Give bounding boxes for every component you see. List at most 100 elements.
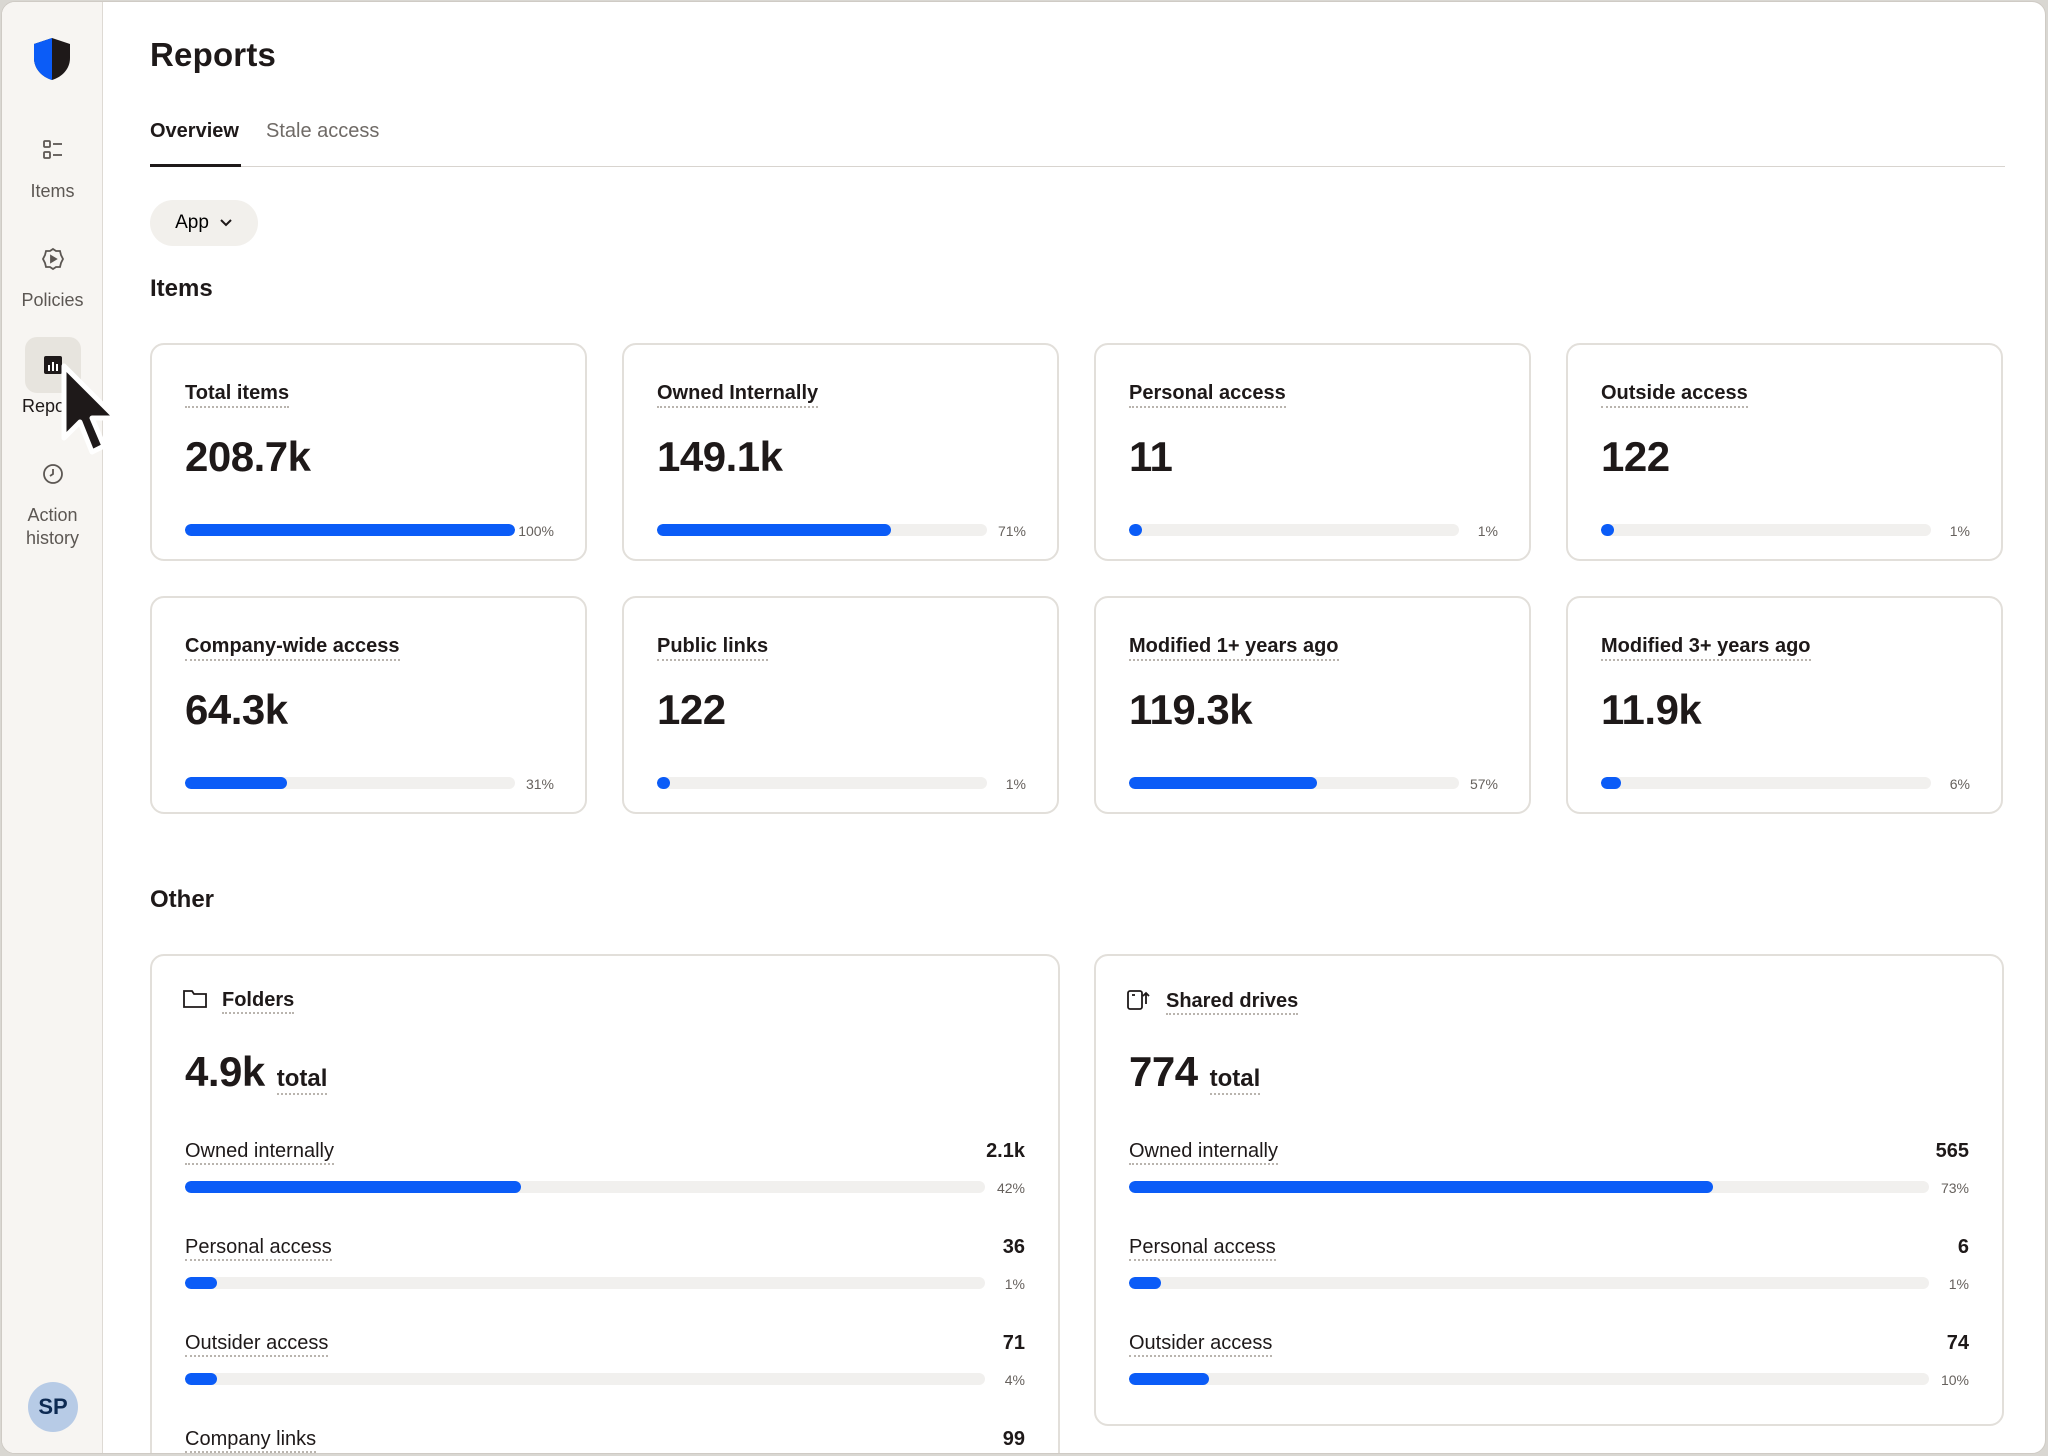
shared-drives-card: Shared drives 774 total Owned internally 565… (1094, 954, 2004, 1426)
card-title[interactable]: Folders (222, 989, 295, 1014)
stat-card-value: 64.3k (185, 686, 288, 733)
card-header: Shared drives (1126, 988, 1299, 1017)
progress-fill (657, 777, 671, 789)
metric-count: 71 (1002, 1332, 1025, 1354)
stat-card-percent: 57% (1469, 776, 1498, 792)
stat-card-value: 149.1k (657, 433, 783, 480)
stat-card[interactable]: Modified 1+ years ago 119.3k 57% (1094, 596, 1531, 814)
stat-card-percent: 31% (525, 776, 554, 792)
card-total: 4.9k total (185, 1048, 328, 1096)
metric-label: Outsider access (185, 1332, 329, 1357)
sidebar-item-label: Items (30, 181, 75, 201)
metric-percent: 42% (996, 1180, 1025, 1196)
metric-percent: 1% (1004, 1276, 1025, 1292)
sidebar-item-label: Action history (25, 505, 79, 548)
metric-label: Owned internally (185, 1140, 334, 1165)
stat-card[interactable]: Modified 3+ years ago 11.9k 6% (1566, 596, 2003, 814)
progress-fill (1129, 777, 1318, 789)
stat-card-progress-bar (1129, 524, 1459, 536)
stat-card-progress-bar (1601, 524, 1931, 536)
metric-count: 74 (1946, 1332, 1969, 1354)
section-title-items: Items (150, 275, 213, 302)
progress-fill (657, 524, 892, 536)
stat-card[interactable]: Public links 122 1% (622, 596, 1059, 814)
stat-card-percent: 1% (1477, 523, 1498, 539)
metric-row[interactable]: Outsider access 71 4% (185, 1332, 1025, 1392)
card-total-unit: total (276, 1065, 328, 1095)
tab-stale-access[interactable]: Stale access (266, 120, 380, 142)
metric-row[interactable]: Personal access 6 1% (1129, 1236, 1969, 1296)
metric-count: 565 (1935, 1140, 1969, 1162)
metric-row[interactable]: Company links 99 (185, 1428, 1025, 1453)
stat-card-progress-bar (185, 777, 515, 789)
metric-progress-bar (1129, 1181, 1929, 1193)
stat-card-title: Total items (185, 382, 290, 408)
sidebar: Items Policies Repo (2, 2, 103, 1453)
sidebar-item-action-history[interactable]: Action history (2, 446, 103, 550)
avatar[interactable]: SP (28, 1382, 78, 1432)
metric-row[interactable]: Owned internally 2.1k 42% (185, 1140, 1025, 1200)
stat-card-percent: 71% (997, 523, 1026, 539)
clock-icon (25, 446, 81, 502)
metric-label: Personal access (185, 1236, 332, 1261)
gear-shield-icon (25, 231, 81, 287)
metric-row[interactable]: Personal access 36 1% (185, 1236, 1025, 1296)
metric-label: Personal access (1129, 1236, 1276, 1261)
metric-count: 2.1k (986, 1140, 1025, 1162)
section-title-other: Other (150, 886, 215, 913)
stat-card[interactable]: Total items 208.7k 100% (150, 343, 587, 561)
card-total-value: 4.9k (185, 1048, 265, 1095)
stat-card-title: Personal access (1129, 382, 1286, 408)
folder-icon (182, 988, 208, 1015)
sidebar-item-items[interactable]: Items (2, 122, 103, 203)
bar-chart-icon (24, 337, 81, 393)
progress-fill (1129, 524, 1143, 536)
stat-card[interactable]: Owned Internally 149.1k 71% (622, 343, 1059, 561)
stat-card-value: 11 (1129, 433, 1173, 480)
metric-row[interactable]: Outsider access 74 10% (1129, 1332, 1969, 1392)
stat-card[interactable]: Outside access 122 1% (1566, 343, 2003, 561)
shield-logo-icon[interactable] (31, 36, 73, 82)
progress-fill (1129, 1373, 1209, 1385)
metric-progress-bar (185, 1373, 985, 1385)
metric-progress-bar (185, 1181, 985, 1193)
shared-drive-icon (1126, 988, 1152, 1017)
sidebar-item-label: Policies (21, 290, 84, 310)
stat-card-value: 122 (1601, 433, 1670, 480)
progress-fill (185, 1181, 521, 1193)
app-filter-dropdown[interactable]: App (150, 200, 258, 246)
metric-percent: 4% (1004, 1372, 1025, 1388)
tab-bar: Overview Stale access (150, 120, 2005, 167)
card-total-unit: total (1209, 1065, 1261, 1095)
progress-fill (1129, 1181, 1713, 1193)
progress-fill (185, 1373, 217, 1385)
stat-card[interactable]: Personal access 11 1% (1094, 343, 1531, 561)
stat-card-title: Outside access (1601, 382, 1748, 408)
metric-label: Outsider access (1129, 1332, 1273, 1357)
tab-overview[interactable]: Overview (150, 120, 241, 167)
card-title[interactable]: Shared drives (1166, 990, 1299, 1015)
metric-count: 6 (1957, 1236, 1969, 1258)
stat-card-title: Company-wide access (185, 635, 400, 661)
metric-percent: 1% (1948, 1276, 1969, 1292)
stat-card-value: 208.7k (185, 433, 311, 480)
list-icon (25, 122, 81, 178)
stat-card-progress-bar (1601, 777, 1931, 789)
stat-card-value: 11.9k (1601, 686, 1702, 733)
sidebar-item-policies[interactable]: Policies (2, 231, 103, 312)
stat-card-percent: 6% (1949, 776, 1970, 792)
progress-fill (185, 1277, 217, 1289)
progress-fill (185, 777, 288, 789)
metric-count: 36 (1002, 1236, 1025, 1258)
progress-fill (1601, 777, 1621, 789)
stat-card-percent: 100% (518, 523, 554, 539)
stat-card[interactable]: Company-wide access 64.3k 31% (150, 596, 587, 814)
stat-card-value: 122 (657, 686, 726, 733)
stat-card-progress-bar (657, 777, 987, 789)
stat-card-title: Modified 1+ years ago (1129, 635, 1339, 661)
sidebar-item-reports[interactable]: Repo (2, 337, 103, 418)
metric-row[interactable]: Owned internally 565 73% (1129, 1140, 1969, 1200)
stat-card-progress-bar (657, 524, 987, 536)
mouse-cursor-icon (61, 363, 119, 455)
